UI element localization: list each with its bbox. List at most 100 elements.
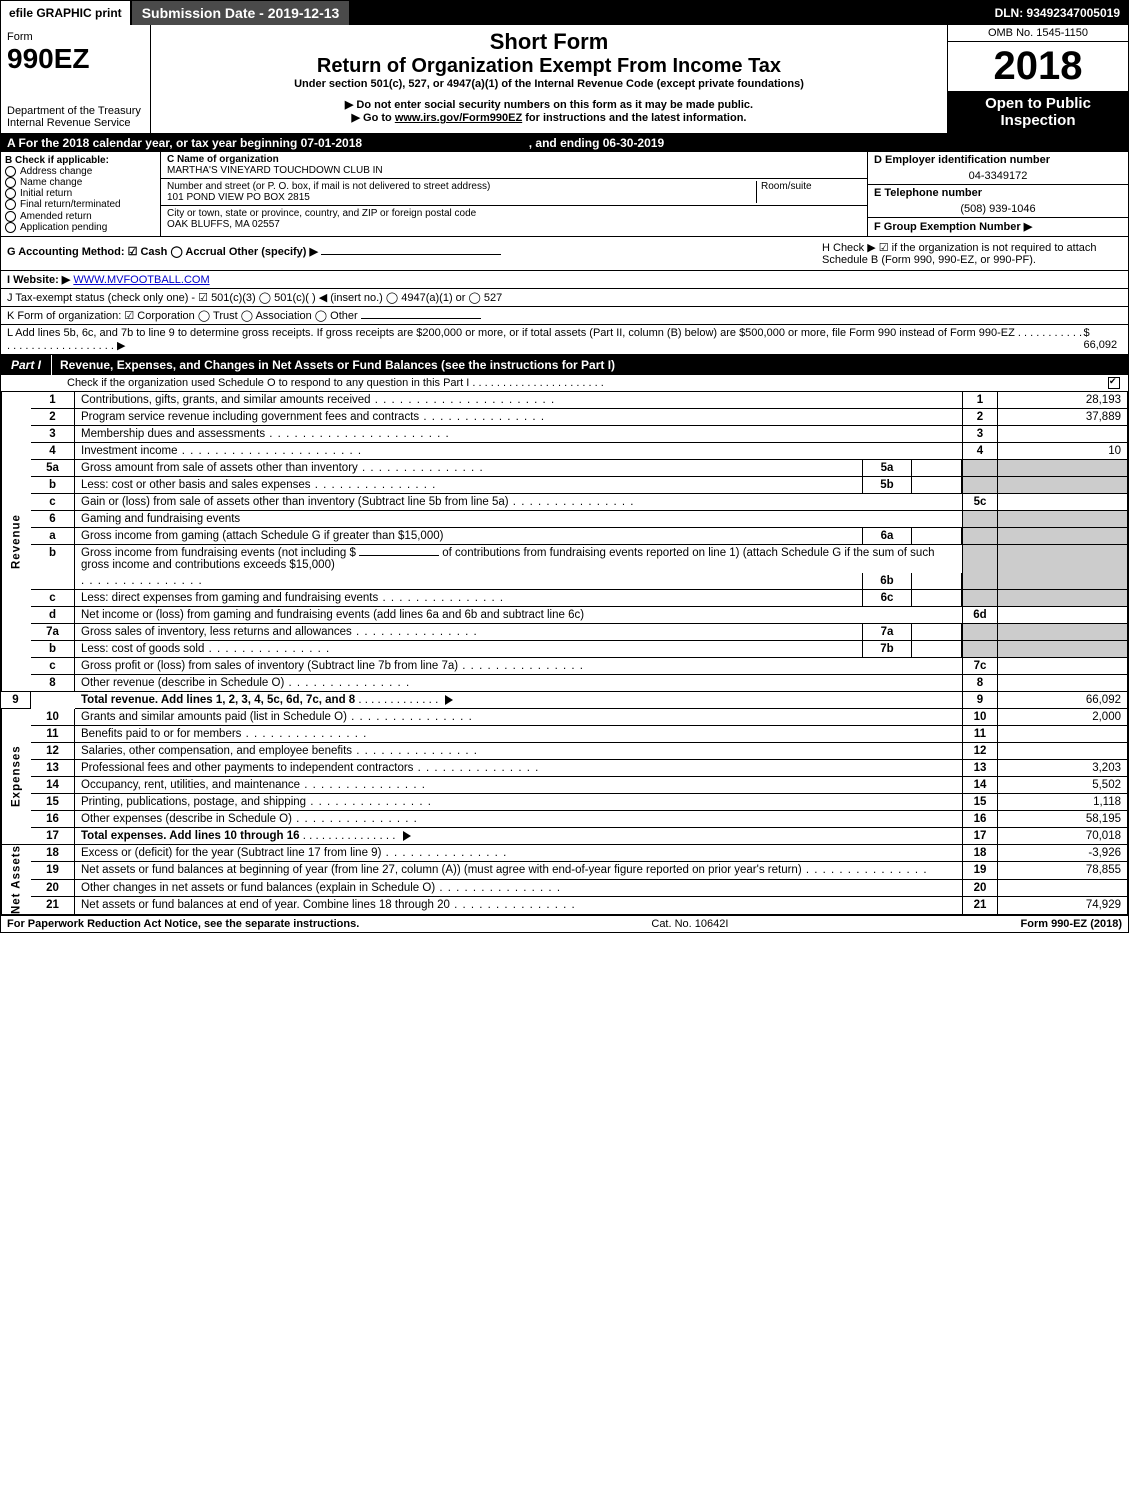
ln15-desc: Printing, publications, postage, and shi… [75, 794, 962, 811]
ln6-num: 6 [31, 511, 75, 528]
ln17-rnum: 17 [962, 828, 998, 845]
ln4-num: 4 [31, 443, 75, 460]
ln6b-d1: Gross income from fundraising events (no… [81, 547, 356, 559]
ln20-num: 20 [31, 880, 75, 898]
h-text: H Check ▶ ☑ if the organization is not r… [822, 242, 1097, 266]
period-bar: A For the 2018 calendar year, or tax yea… [1, 134, 1128, 152]
opt-address-change: Address change [20, 166, 92, 177]
chk-final-return[interactable] [5, 199, 16, 210]
chk-name-change[interactable] [5, 177, 16, 188]
period-begin: A For the 2018 calendar year, or tax yea… [7, 136, 362, 150]
ln16-rnum: 16 [962, 811, 998, 828]
ln17-text: Total expenses. Add lines 10 through 16 [81, 830, 300, 842]
ln5a-rgrey [962, 460, 998, 477]
ln5c-val [998, 494, 1128, 511]
ln5a-desc: Gross amount from sale of assets other t… [75, 460, 862, 477]
ln6c-num: c [31, 590, 75, 607]
ln6d-num: d [31, 607, 75, 624]
ln7a-rvalgrey [998, 624, 1128, 641]
part1-check-text: Check if the organization used Schedule … [7, 377, 1106, 389]
ln16-num: 16 [31, 811, 75, 828]
ln17-num: 17 [31, 828, 75, 845]
ln2-rnum: 2 [962, 409, 998, 426]
netassets-side-label: Net Assets [1, 845, 31, 915]
ln11-desc: Benefits paid to or for members [75, 726, 962, 743]
part1-checkbox[interactable] [1108, 377, 1120, 389]
ln10-num: 10 [31, 709, 75, 726]
efile-print-button[interactable]: efile GRAPHIC print [1, 1, 132, 25]
ln7a-num: 7a [31, 624, 75, 641]
open-public-inspection: Open to Public Inspection [948, 92, 1128, 133]
ln6c-subval[interactable] [912, 590, 962, 607]
ln7b-subval[interactable] [912, 641, 962, 658]
ln6b-amount-input[interactable] [359, 555, 439, 556]
ln5c-rnum: 5c [962, 494, 998, 511]
ln11-val [998, 726, 1128, 743]
chk-address-change[interactable] [5, 166, 16, 177]
ln7a-subval[interactable] [912, 624, 962, 641]
ln5b-rvalgrey [998, 477, 1128, 494]
ln6d-desc: Net income or (loss) from gaming and fun… [75, 607, 962, 624]
c-label: C Name of organization [167, 154, 861, 165]
ln19-val: 78,855 [998, 862, 1128, 880]
ln12-num: 12 [31, 743, 75, 760]
arrow-icon [445, 695, 453, 705]
ln5b-subval[interactable] [912, 477, 962, 494]
revenue-side-label: Revenue [1, 392, 31, 692]
ln6a-sub: 6a [862, 528, 912, 545]
ln3-val [998, 426, 1128, 443]
ln6d-val [998, 607, 1128, 624]
g-other-input[interactable] [321, 254, 501, 255]
e-label: E Telephone number [868, 185, 1128, 201]
expenses-side-label: Expenses [1, 709, 31, 845]
ln17-desc: Total expenses. Add lines 10 through 16 … [75, 828, 962, 845]
ln6a-rgrey [962, 528, 998, 545]
ln13-val: 3,203 [998, 760, 1128, 777]
j-text: J Tax-exempt status (check only one) - ☑… [7, 292, 502, 304]
top-bar: efile GRAPHIC print Submission Date - 20… [1, 1, 1128, 25]
lines-table: Revenue 1 Contributions, gifts, grants, … [1, 392, 1128, 915]
ln6d-rnum: 6d [962, 607, 998, 624]
ln12-rnum: 12 [962, 743, 998, 760]
chk-application-pending[interactable] [5, 222, 16, 233]
ln6b-num: b [31, 545, 75, 590]
dept-irs: Internal Revenue Service [7, 117, 131, 129]
ln8-num: 8 [31, 675, 75, 692]
dept-treasury: Department of the Treasury [7, 105, 141, 117]
website-link[interactable]: WWW.MVFOOTBALL.COM [73, 274, 209, 286]
box-b: B Check if applicable: Address change Na… [1, 152, 161, 236]
part1-checkline: Check if the organization used Schedule … [1, 375, 1128, 392]
ln2-num: 2 [31, 409, 75, 426]
box-def: D Employer identification number 04-3349… [867, 152, 1128, 236]
d-label: D Employer identification number [868, 152, 1128, 168]
ln6b-subval[interactable] [912, 573, 962, 590]
ln4-desc: Investment income [75, 443, 962, 460]
ln6b-desc1: Gross income from fundraising events (no… [75, 545, 962, 573]
ln6a-subval[interactable] [912, 528, 962, 545]
ln7c-desc: Gross profit or (loss) from sales of inv… [75, 658, 962, 675]
form-990ez-page: efile GRAPHIC print Submission Date - 20… [0, 0, 1129, 933]
ln9-rnum: 9 [962, 692, 998, 709]
ln20-desc: Other changes in net assets or fund bala… [75, 880, 962, 898]
header-left: Form 990EZ Department of the Treasury In… [1, 25, 151, 133]
ln17-val: 70,018 [998, 828, 1128, 845]
ln7c-val [998, 658, 1128, 675]
opt-name-change: Name change [20, 177, 82, 188]
line-k: K Form of organization: ☑ Corporation ◯ … [1, 307, 1128, 325]
k-other-input[interactable] [361, 318, 481, 319]
goto-instructions: ▶ Go to www.irs.gov/Form990EZ for instru… [159, 111, 939, 124]
form-label: Form [7, 31, 33, 43]
ln15-val: 1,118 [998, 794, 1128, 811]
chk-amended-return[interactable] [5, 211, 16, 222]
ln3-desc: Membership dues and assessments [75, 426, 962, 443]
line-g: G Accounting Method: ☑ Cash ◯ Accrual Ot… [1, 237, 816, 270]
ln13-desc: Professional fees and other payments to … [75, 760, 962, 777]
ln6-rvalgrey [998, 511, 1128, 528]
chk-initial-return[interactable] [5, 188, 16, 199]
ln5a-subval[interactable] [912, 460, 962, 477]
city-label: City or town, state or province, country… [167, 208, 861, 219]
ln21-rnum: 21 [962, 897, 998, 915]
goto-link[interactable]: www.irs.gov/Form990EZ [395, 112, 522, 124]
ln18-rnum: 18 [962, 845, 998, 863]
header-right: OMB No. 1545-1150 2018 Open to Public In… [947, 25, 1128, 133]
